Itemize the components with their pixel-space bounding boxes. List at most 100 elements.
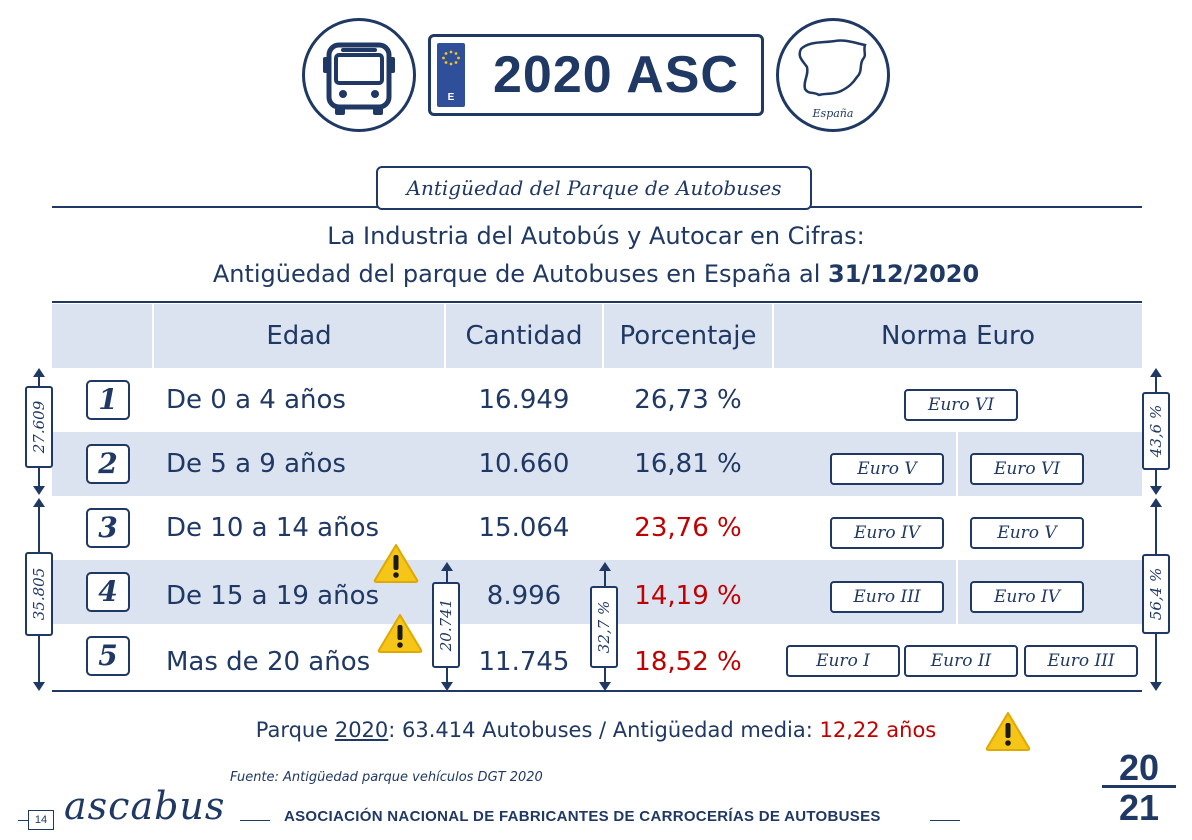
row-2-porcentaje: 16,81 %: [634, 449, 742, 479]
license-plate: E 2020 ASC: [428, 34, 764, 116]
left-bottom-total-value: 35.805: [30, 567, 48, 621]
euro-badge: Euro VI: [970, 453, 1084, 485]
bus-icon: [323, 42, 395, 115]
footer-rule-mid: [240, 820, 270, 821]
col-sep-3: [602, 304, 604, 368]
warning-icon: [377, 614, 423, 653]
row-1-cantidad: 16.949: [478, 385, 570, 415]
year-logo-top: 20: [1119, 748, 1159, 788]
row-number-3: 3: [86, 508, 130, 548]
spain-map-icon: [798, 39, 867, 97]
year-logo: 20 21: [1102, 748, 1176, 822]
title-line-2-prefix: Antigüedad del parque de Autobuses en Es…: [212, 260, 829, 288]
euro-badge: Euro VI: [904, 389, 1018, 421]
right-top-percent-value: 43,6 %: [1147, 404, 1165, 458]
row-2-cantidad: 10.660: [478, 449, 570, 479]
right-bottom-percent-value: 56,4 %: [1147, 567, 1165, 621]
summary-middle: : 63.414 Autobuses / Antigüedad media:: [388, 718, 820, 742]
arrow-up-icon: [599, 562, 611, 571]
summary-prefix: Parque: [255, 718, 335, 742]
bus-badge: [302, 18, 416, 132]
arrow-up-icon: [33, 498, 45, 507]
ascabus-logo: ascabus: [64, 784, 226, 828]
row-number-5: 5: [86, 636, 130, 676]
arrow-down-icon: [33, 486, 45, 495]
inner-cantidad-total: 20.741: [432, 582, 460, 668]
spain-badge: España: [776, 18, 890, 132]
euro-badge: Euro V: [970, 517, 1084, 549]
left-top-total: 27.609: [25, 386, 53, 468]
map-label: España: [812, 107, 854, 120]
header-norma-euro: Norma Euro: [880, 321, 1036, 351]
page-number: 14: [28, 810, 54, 830]
arrow-down-icon: [441, 682, 453, 691]
right-bottom-percent: 56,4 %: [1142, 554, 1170, 634]
eu-flag-icon: E: [437, 43, 465, 107]
euro-badge: Euro II: [904, 645, 1018, 677]
title-line-2: Antigüedad del parque de Autobuses en Es…: [0, 260, 1192, 288]
col-sep-5: [956, 432, 958, 496]
warning-icon: [985, 712, 1031, 751]
euro-badge: Euro III: [830, 581, 944, 613]
table-row-2-bg: [52, 432, 1142, 496]
header-edad: Edad: [266, 321, 332, 351]
row-4-cantidad: 8.996: [486, 581, 562, 611]
row-3-porcentaje: 23,76 %: [634, 513, 742, 543]
inner-porcentaje-total-value: 32,7 %: [595, 600, 613, 654]
right-top-percent: 43,6 %: [1142, 392, 1170, 470]
header-porcentaje: Porcentaje: [619, 321, 757, 351]
col-sep-1: [152, 304, 154, 368]
fleet-summary: Parque 2020: 63.414 Autobuses / Antigüed…: [0, 718, 1192, 742]
col-sep-2: [444, 304, 446, 368]
arrow-down-icon: [1150, 682, 1162, 691]
arrow-up-icon: [33, 368, 45, 377]
header-cantidad: Cantidad: [465, 321, 583, 351]
table-top-rule: [52, 301, 1142, 303]
inner-porcentaje-total: 32,7 %: [590, 586, 618, 668]
footer-rule-left: [18, 820, 28, 821]
left-top-total-value: 27.609: [30, 400, 48, 454]
row-5-porcentaje: 18,52 %: [634, 647, 742, 677]
table-header: [52, 304, 1142, 368]
arrow-up-icon: [1150, 368, 1162, 377]
arrow-down-icon: [1150, 486, 1162, 495]
col-sep-4: [772, 304, 774, 368]
arrow-down-icon: [599, 682, 611, 691]
euro-badge: Euro III: [1024, 645, 1138, 677]
euro-badge: Euro V: [830, 453, 944, 485]
footer-rule-right: [930, 820, 960, 821]
row-5-edad: Mas de 20 años: [166, 647, 371, 677]
row-4-edad: De 15 a 19 años: [166, 581, 380, 611]
row-2-edad: De 5 a 9 años: [166, 449, 346, 479]
euro-badge: Euro IV: [830, 517, 944, 549]
inner-cantidad-total-value: 20.741: [437, 598, 455, 652]
warning-icon: [373, 544, 419, 583]
col-sep-6: [956, 560, 958, 624]
row-number-2: 2: [86, 444, 130, 484]
euro-badge: Euro IV: [970, 581, 1084, 613]
row-4-porcentaje: 14,19 %: [634, 581, 742, 611]
euro-badge: Euro I: [786, 645, 900, 677]
row-number-4: 4: [86, 572, 130, 612]
summary-average-age: 12,22 años: [819, 718, 937, 742]
row-1-edad: De 0 a 4 años: [166, 385, 346, 415]
row-number-1: 1: [86, 380, 130, 420]
row-3-cantidad: 15.064: [478, 513, 570, 543]
left-bottom-total: 35.805: [25, 552, 53, 636]
row-3-edad: De 10 a 14 años: [166, 513, 380, 543]
row-1-porcentaje: 26,73 %: [634, 385, 742, 415]
arrow-down-icon: [33, 682, 45, 691]
plate-country: E: [447, 92, 455, 103]
plate-text: 2020 ASC: [493, 46, 739, 104]
table-bottom-rule: [52, 690, 1142, 692]
title-line-1: La Industria del Autobús y Autocar en Ci…: [327, 222, 865, 250]
summary-year: 2020: [334, 718, 389, 742]
row-5-cantidad: 11.745: [478, 647, 570, 677]
arrow-up-icon: [1150, 498, 1162, 507]
section-label: Antigüedad del Parque de Autobuses: [376, 166, 812, 210]
arrow-up-icon: [441, 562, 453, 571]
year-logo-bottom: 21: [1119, 787, 1159, 822]
organization-name: ASOCIACIÓN NACIONAL DE FABRICANTES DE CA…: [284, 808, 881, 825]
source-note: Fuente: Antigüedad parque vehículos DGT …: [230, 770, 543, 785]
title-date: 31/12/2020: [828, 260, 980, 288]
